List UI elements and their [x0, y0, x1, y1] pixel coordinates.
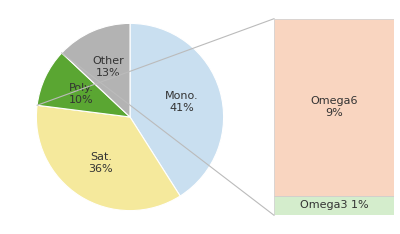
Text: Omega3 1%: Omega3 1% — [300, 201, 368, 210]
Text: Sat.
36%: Sat. 36% — [88, 152, 113, 174]
Wedge shape — [36, 105, 180, 211]
Text: Omega6
9%: Omega6 9% — [310, 96, 358, 118]
Wedge shape — [62, 23, 130, 117]
Text: Poly.
10%: Poly. 10% — [68, 83, 93, 105]
Text: Other
13%: Other 13% — [92, 56, 124, 78]
Text: Mono.
41%: Mono. 41% — [165, 91, 199, 113]
Wedge shape — [130, 23, 224, 196]
Wedge shape — [37, 53, 130, 117]
Bar — [274, 196, 394, 215]
